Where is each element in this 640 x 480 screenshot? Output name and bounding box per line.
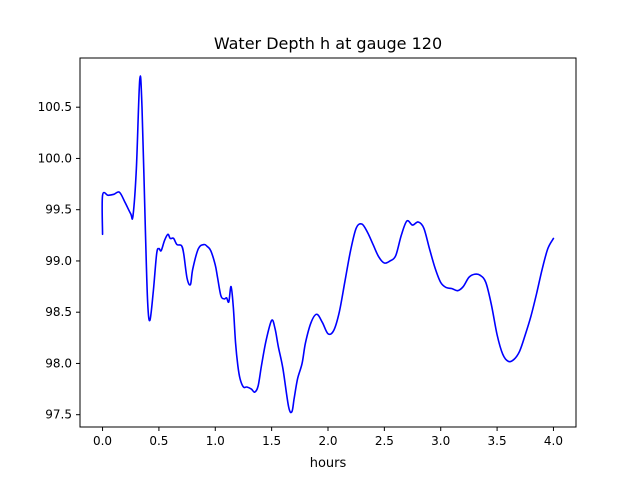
x-tick-label: 3.5	[488, 434, 507, 448]
y-tick-label: 99.0	[45, 254, 72, 268]
x-tick-label: 3.0	[431, 434, 450, 448]
x-tick-label: 4.0	[544, 434, 563, 448]
x-tick-label: 2.0	[318, 434, 337, 448]
chart-title: Water Depth h at gauge 120	[214, 34, 442, 53]
x-axis: 0.0 0.5 1.0 1.5 2.0 2.5 3.0 3.5 4.0	[93, 427, 563, 448]
x-axis-label: hours	[310, 456, 347, 471]
y-tick-label: 98.5	[45, 305, 72, 319]
y-tick-label: 98.0	[45, 356, 72, 370]
x-tick-label: 1.5	[262, 434, 281, 448]
x-tick-label: 1.0	[206, 434, 225, 448]
x-tick-label: 0.5	[149, 434, 168, 448]
x-tick-label: 2.5	[375, 434, 394, 448]
series-line-water-depth	[101, 75, 555, 414]
y-tick-label: 100.0	[38, 151, 72, 165]
y-tick-label: 100.5	[38, 100, 72, 114]
y-tick-label: 97.5	[45, 408, 72, 422]
y-tick-label: 99.5	[45, 203, 72, 217]
x-tick-label: 0.0	[93, 434, 112, 448]
y-axis: 97.5 98.0 98.5 99.0 99.5 100.0 100.5	[38, 100, 80, 422]
